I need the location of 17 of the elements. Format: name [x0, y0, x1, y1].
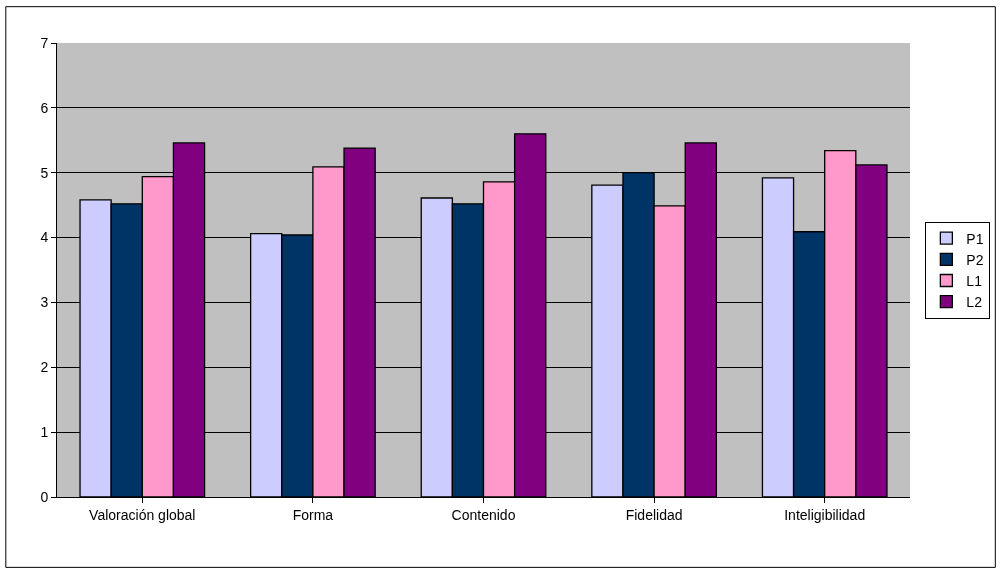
- x-tick-label: Contenido: [451, 506, 516, 523]
- legend-label: P2: [966, 251, 984, 268]
- legend-label: P1: [966, 230, 984, 247]
- legend-label: L1: [966, 272, 983, 289]
- y-tick-label: 0: [40, 488, 49, 505]
- x-tick-label: Fidelidad: [625, 506, 683, 523]
- x-tick-label: Valoración global: [89, 506, 196, 523]
- x-tick-label: Forma: [292, 506, 334, 523]
- y-tick-label: 2: [40, 359, 49, 376]
- y-tick-label: 7: [40, 34, 49, 51]
- y-tick-label: 1: [40, 424, 49, 441]
- legend-label: L2: [966, 294, 983, 311]
- x-tick-label: Inteligibilidad: [784, 506, 866, 523]
- y-tick-label: 3: [40, 294, 49, 311]
- y-tick-label: 5: [40, 164, 49, 181]
- y-tick-label: 6: [40, 99, 49, 116]
- y-tick-label: 4: [40, 229, 49, 246]
